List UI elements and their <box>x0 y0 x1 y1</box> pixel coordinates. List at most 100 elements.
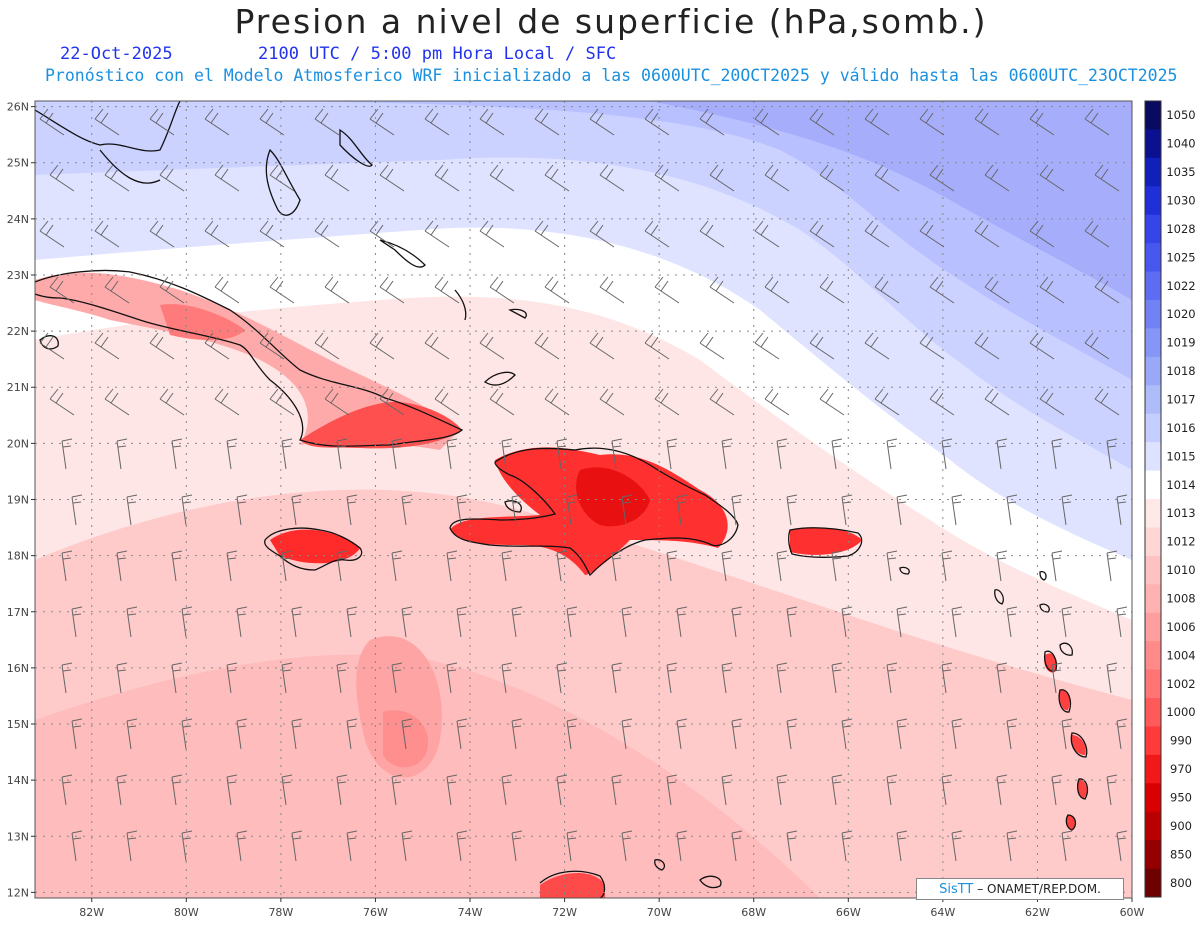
wind-barb <box>1039 276 1065 304</box>
legend-swatch <box>1145 214 1161 244</box>
wind-barb <box>1084 108 1110 136</box>
legend-swatch <box>1145 698 1161 727</box>
wind-barb <box>886 438 898 470</box>
wind-barb <box>644 332 670 360</box>
legend-label: 1028 <box>1166 222 1195 236</box>
wind-barb <box>699 108 725 136</box>
wind-barb <box>446 774 458 806</box>
legend-swatch <box>1145 101 1161 130</box>
wind-barb <box>446 550 458 582</box>
wind-barb <box>1039 388 1065 416</box>
wind-barb <box>809 220 835 248</box>
wind-barb <box>269 276 295 304</box>
wind-barb <box>49 276 75 304</box>
wind-barb <box>721 774 733 806</box>
wind-barb <box>1006 494 1018 526</box>
legend-label: 1002 <box>1166 677 1195 691</box>
wind-barb <box>556 774 568 806</box>
legend-swatch <box>1145 641 1161 671</box>
lat-lon-grid <box>35 101 1133 898</box>
lat-label: 26N <box>7 101 29 114</box>
credit-brand: SisTT <box>939 882 974 897</box>
wind-barb <box>159 164 185 192</box>
wind-barb <box>831 438 843 470</box>
wind-barb <box>896 830 908 862</box>
legend-label: 800 <box>1170 876 1192 890</box>
wind-barb <box>1061 718 1073 750</box>
wind-barb <box>919 108 945 136</box>
lat-label: 14N <box>7 774 29 787</box>
wind-barb <box>1084 332 1110 360</box>
wind-barb <box>819 388 845 416</box>
wind-barb <box>281 438 293 470</box>
forecast-date: 22-Oct-2025 <box>60 44 173 64</box>
wind-barb <box>501 438 513 470</box>
wind-barb <box>731 606 743 638</box>
wind-barb <box>369 332 395 360</box>
wind-barb <box>676 606 688 638</box>
legend-swatch <box>1145 527 1161 557</box>
wind-barb <box>841 494 853 526</box>
wind-barb <box>369 108 395 136</box>
wind-barb <box>1084 220 1110 248</box>
lat-label: 24N <box>7 213 29 226</box>
wind-barb <box>456 718 468 750</box>
legend-swatch <box>1145 868 1161 898</box>
wind-barb <box>599 164 625 192</box>
wind-barb <box>511 494 523 526</box>
wind-barb <box>566 494 578 526</box>
legend-label: 1016 <box>1166 421 1195 435</box>
wind-barb <box>259 108 285 136</box>
wind-barb <box>764 164 790 192</box>
wind-barb <box>831 550 843 582</box>
wind-barb <box>259 332 285 360</box>
wind-barb <box>291 718 303 750</box>
wind-barb <box>886 774 898 806</box>
wind-barb <box>434 388 460 416</box>
wind-barb <box>126 494 138 526</box>
legend-label: 1019 <box>1166 336 1195 350</box>
wind-barb <box>611 662 623 694</box>
wind-barb <box>621 830 633 862</box>
wind-barb <box>49 388 75 416</box>
wind-barb <box>941 774 953 806</box>
wind-barb <box>676 830 688 862</box>
wind-barb <box>841 830 853 862</box>
legend-swatch <box>1145 157 1161 187</box>
wind-barb <box>171 550 183 582</box>
wind-barb <box>39 108 65 136</box>
wind-barb <box>214 164 240 192</box>
legend-label: 1022 <box>1166 279 1195 293</box>
wind-barb <box>346 606 358 638</box>
wind-barb <box>896 718 908 750</box>
wind-barb <box>336 438 348 470</box>
wind-barb <box>479 108 505 136</box>
wind-barb <box>314 332 340 360</box>
wind-barb <box>566 606 578 638</box>
wind-barb <box>226 774 238 806</box>
legend-label: 1006 <box>1166 620 1195 634</box>
wind-barb <box>666 438 678 470</box>
wind-barb <box>71 718 83 750</box>
wind-barb <box>831 662 843 694</box>
wind-barb <box>401 494 413 526</box>
wind-barb <box>1094 388 1120 416</box>
legend-label: 1025 <box>1166 250 1195 264</box>
wind-barb <box>379 276 405 304</box>
latitude-labels: 26N 25N 24N 23N 22N 21N 20N 19N 18N 17N 16N 15N 14N 1… <box>7 101 35 899</box>
wind-barb <box>1006 830 1018 862</box>
wind-barb <box>589 108 615 136</box>
wind-barb <box>171 438 183 470</box>
wind-barb <box>434 164 460 192</box>
legend-label: 1050 <box>1166 108 1195 122</box>
lon-label: 80W <box>174 906 199 919</box>
wind-barb <box>721 550 733 582</box>
wind-barb <box>214 388 240 416</box>
wind-barb <box>1029 108 1055 136</box>
wind-barb <box>1116 718 1128 750</box>
lon-label: 66W <box>836 906 861 919</box>
wind-barb <box>1116 606 1128 638</box>
wind-barb <box>754 332 780 360</box>
wind-barb <box>456 606 468 638</box>
wind-barb <box>94 108 120 136</box>
